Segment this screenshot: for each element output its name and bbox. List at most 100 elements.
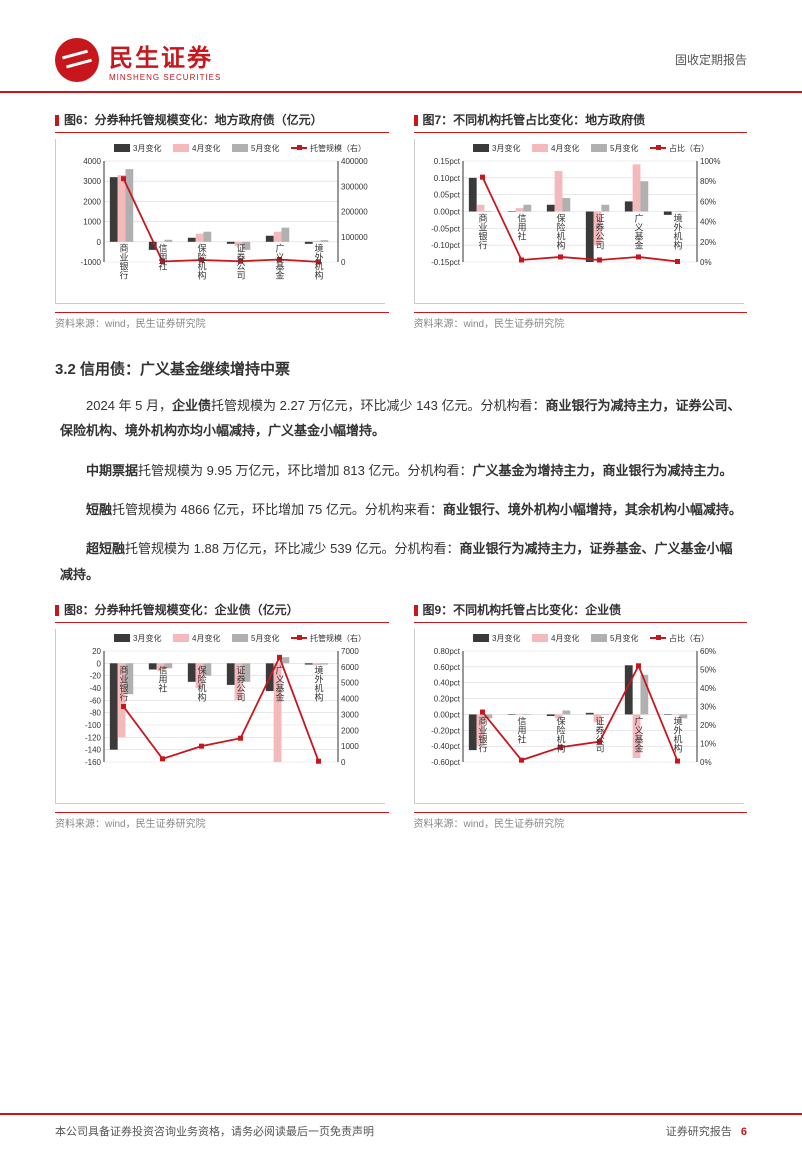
svg-text:3月变化: 3月变化: [492, 633, 520, 643]
svg-text:3月变化: 3月变化: [492, 143, 520, 153]
svg-text:0: 0: [341, 258, 346, 267]
chart8-canvas: 3月变化4月变化5月变化托管规模（右）-160-140-120-100-80-6…: [55, 629, 385, 804]
svg-text:广义基金: 广义基金: [633, 715, 643, 752]
svg-text:0.05pct: 0.05pct: [433, 191, 460, 200]
svg-text:4月变化: 4月变化: [192, 143, 220, 153]
svg-text:-0.60pct: -0.60pct: [431, 758, 461, 767]
svg-text:0.20pct: 0.20pct: [433, 695, 460, 704]
section-title: 3.2 信用债：广义基金继续增持中票: [0, 358, 802, 379]
svg-text:2000: 2000: [83, 197, 101, 206]
svg-text:5月变化: 5月变化: [610, 143, 638, 153]
svg-text:4000: 4000: [83, 157, 101, 166]
svg-text:商业银行: 商业银行: [477, 715, 487, 753]
chart8-title: 图8：分券种托管规模变化：企业债（亿元）: [64, 603, 299, 617]
svg-text:-100: -100: [85, 721, 102, 730]
svg-text:5月变化: 5月变化: [610, 633, 638, 643]
svg-text:0.80pct: 0.80pct: [433, 647, 460, 656]
svg-text:-140: -140: [85, 746, 102, 755]
logo: 民生证券 MINSHENG SECURITIES: [55, 38, 221, 82]
svg-text:托管规模（右）: 托管规模（右）: [310, 633, 366, 643]
svg-text:4月变化: 4月变化: [192, 633, 220, 643]
footer: 本公司具备证券投资咨询业务资格，请务必阅读最后一页免责声明 证券研究报告 6: [0, 1113, 802, 1139]
svg-text:60%: 60%: [700, 647, 716, 656]
svg-text:100%: 100%: [700, 157, 720, 166]
svg-text:10%: 10%: [700, 740, 716, 749]
chart6-canvas: 3月变化4月变化5月变化托管规模（右）-10000100020003000400…: [55, 139, 385, 304]
para-1: 2024 年 5 月，企业债托管规模为 2.27 万亿元，环比减少 143 亿元…: [0, 393, 802, 444]
svg-text:境外机构: 境外机构: [672, 212, 682, 250]
svg-text:-0.15pct: -0.15pct: [431, 258, 461, 267]
svg-text:境外机构: 境外机构: [314, 664, 324, 702]
svg-text:保险机构: 保险机构: [197, 664, 207, 702]
svg-text:4月变化: 4月变化: [551, 633, 579, 643]
svg-text:信用社: 信用社: [516, 212, 526, 241]
svg-text:占比（右）: 占比（右）: [669, 143, 709, 153]
svg-text:托管规模（右）: 托管规模（右）: [310, 143, 366, 153]
svg-text:广义基金: 广义基金: [633, 212, 643, 249]
svg-text:100000: 100000: [341, 233, 368, 242]
svg-text:300000: 300000: [341, 182, 368, 191]
svg-text:保险机构: 保险机构: [197, 243, 207, 281]
chart7-canvas: 3月变化4月变化5月变化占比（右）-0.15pct-0.10pct-0.05pc…: [414, 139, 744, 304]
svg-text:4000: 4000: [341, 695, 359, 704]
logo-icon: [55, 38, 99, 82]
svg-text:-0.40pct: -0.40pct: [431, 742, 461, 751]
svg-text:-20: -20: [89, 672, 101, 681]
svg-text:6000: 6000: [341, 663, 359, 672]
svg-text:-160: -160: [85, 758, 102, 767]
svg-text:商业银行: 商业银行: [119, 243, 129, 281]
svg-text:40%: 40%: [700, 218, 716, 227]
svg-text:0.15pct: 0.15pct: [433, 157, 460, 166]
svg-text:0.40pct: 0.40pct: [433, 679, 460, 688]
svg-text:证券公司: 证券公司: [236, 244, 246, 280]
svg-text:0: 0: [97, 238, 102, 247]
svg-text:0.00pct: 0.00pct: [433, 710, 460, 719]
logo-text-cn: 民生证券: [109, 38, 221, 73]
svg-text:境外机构: 境外机构: [314, 243, 324, 281]
svg-text:保险机构: 保险机构: [555, 715, 565, 753]
svg-text:5000: 5000: [341, 679, 359, 688]
svg-text:60%: 60%: [700, 197, 716, 206]
header-right: 固收定期报告: [675, 51, 747, 68]
svg-text:0%: 0%: [700, 258, 712, 267]
svg-text:1000: 1000: [83, 218, 101, 227]
svg-text:保险机构: 保险机构: [555, 212, 565, 250]
svg-text:20%: 20%: [700, 238, 716, 247]
svg-text:-0.05pct: -0.05pct: [431, 224, 461, 233]
svg-text:0.10pct: 0.10pct: [433, 174, 460, 183]
svg-text:0: 0: [341, 758, 346, 767]
svg-text:-0.10pct: -0.10pct: [431, 241, 461, 250]
svg-text:商业银行: 商业银行: [119, 664, 129, 702]
para-3: 短融托管规模为 4866 亿元，环比增加 75 亿元。分机构来看：商业银行、境外…: [0, 497, 802, 522]
svg-text:40%: 40%: [700, 684, 716, 693]
svg-text:证券公司: 证券公司: [594, 716, 604, 752]
svg-text:证券公司: 证券公司: [594, 213, 604, 249]
svg-text:广义基金: 广义基金: [275, 664, 285, 701]
logo-text-en: MINSHENG SECURITIES: [109, 73, 221, 82]
chart9-title: 图9：不同机构托管占比变化：企业债: [423, 603, 622, 617]
chart-6: 图6：分券种托管规模变化：地方政府债（亿元） 3月变化4月变化5月变化托管规模（…: [55, 111, 389, 330]
svg-text:-60: -60: [89, 696, 101, 705]
footer-right: 证券研究报告 6: [666, 1123, 747, 1139]
svg-text:2000: 2000: [341, 726, 359, 735]
svg-text:广义基金: 广义基金: [275, 243, 285, 280]
svg-text:7000: 7000: [341, 647, 359, 656]
svg-text:信用社: 信用社: [516, 715, 526, 744]
svg-text:3月变化: 3月变化: [133, 143, 161, 153]
para-4: 超短融托管规模为 1.88 万亿元，环比减少 539 亿元。分机构看：商业银行为…: [0, 536, 802, 587]
chart7-source: 资料来源：wind，民生证券研究院: [414, 312, 748, 330]
header: 民生证券 MINSHENG SECURITIES 固收定期报告: [0, 28, 802, 93]
chart-8: 图8：分券种托管规模变化：企业债（亿元） 3月变化4月变化5月变化托管规模（右）…: [55, 601, 389, 830]
svg-text:400000: 400000: [341, 157, 368, 166]
svg-text:占比（右）: 占比（右）: [669, 633, 709, 643]
footer-left: 本公司具备证券投资咨询业务资格，请务必阅读最后一页免责声明: [55, 1123, 374, 1139]
svg-text:20: 20: [92, 647, 101, 656]
svg-text:1000: 1000: [341, 742, 359, 751]
svg-text:证券公司: 证券公司: [236, 665, 246, 701]
svg-text:50%: 50%: [700, 666, 716, 675]
svg-text:境外机构: 境外机构: [672, 715, 682, 753]
chart9-canvas: 3月变化4月变化5月变化占比（右）-0.60pct-0.40pct-0.20pc…: [414, 629, 744, 804]
chart-7: 图7：不同机构托管占比变化：地方政府债 3月变化4月变化5月变化占比（右）-0.…: [414, 111, 748, 330]
svg-text:3000: 3000: [341, 710, 359, 719]
svg-text:30%: 30%: [700, 703, 716, 712]
